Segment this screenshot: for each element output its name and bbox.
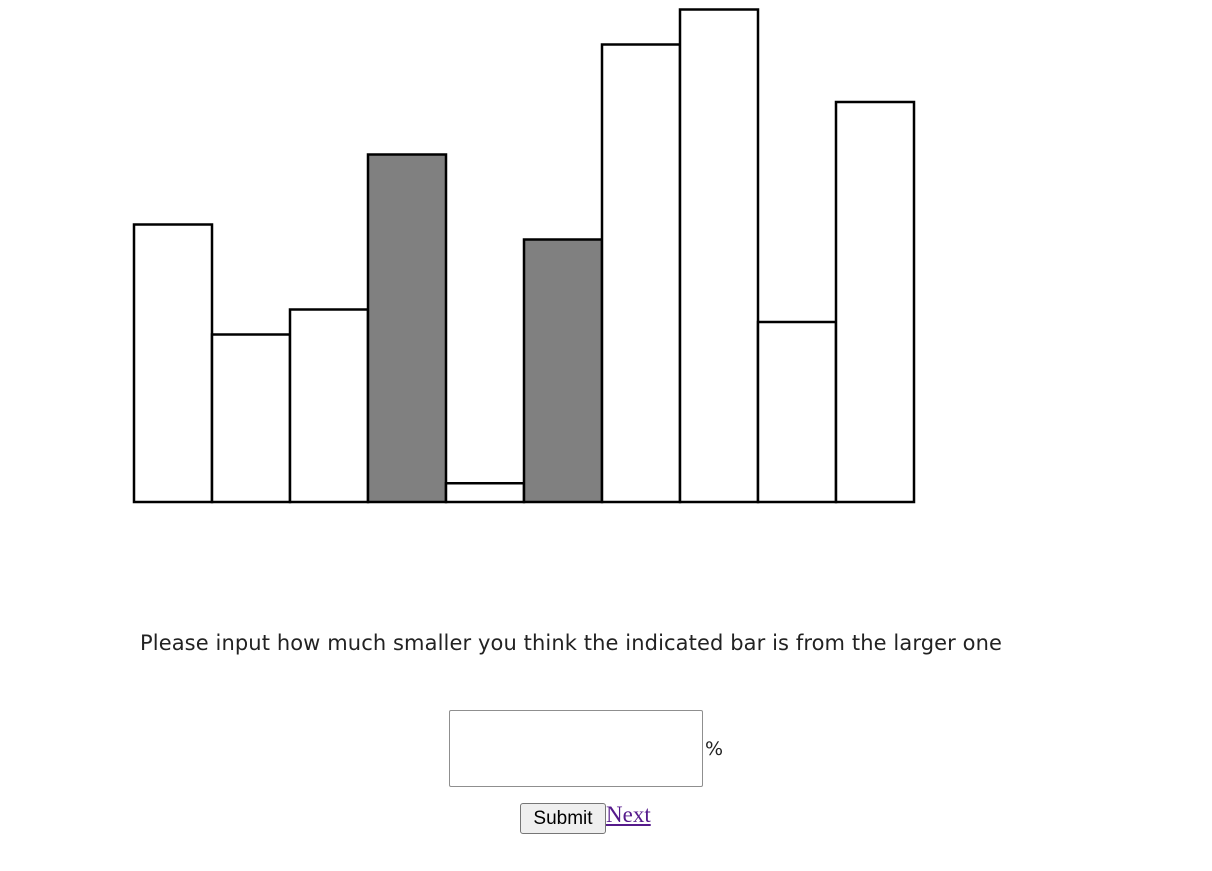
submit-button[interactable]: Submit xyxy=(520,803,606,834)
bar xyxy=(600,43,682,504)
bar xyxy=(678,8,760,504)
bar xyxy=(132,223,214,504)
highlighted-bar xyxy=(366,153,448,504)
highlighted-bar xyxy=(522,238,604,504)
bar xyxy=(288,308,370,504)
bar xyxy=(834,100,916,504)
bar xyxy=(756,320,838,504)
bar xyxy=(444,482,526,504)
bar-chart xyxy=(132,8,916,504)
next-link[interactable]: Next xyxy=(606,802,651,827)
question-text: Please input how much smaller you think … xyxy=(140,631,1003,655)
bar xyxy=(210,333,292,504)
percent-unit-label: % xyxy=(705,738,724,760)
percent-input[interactable] xyxy=(449,710,703,787)
